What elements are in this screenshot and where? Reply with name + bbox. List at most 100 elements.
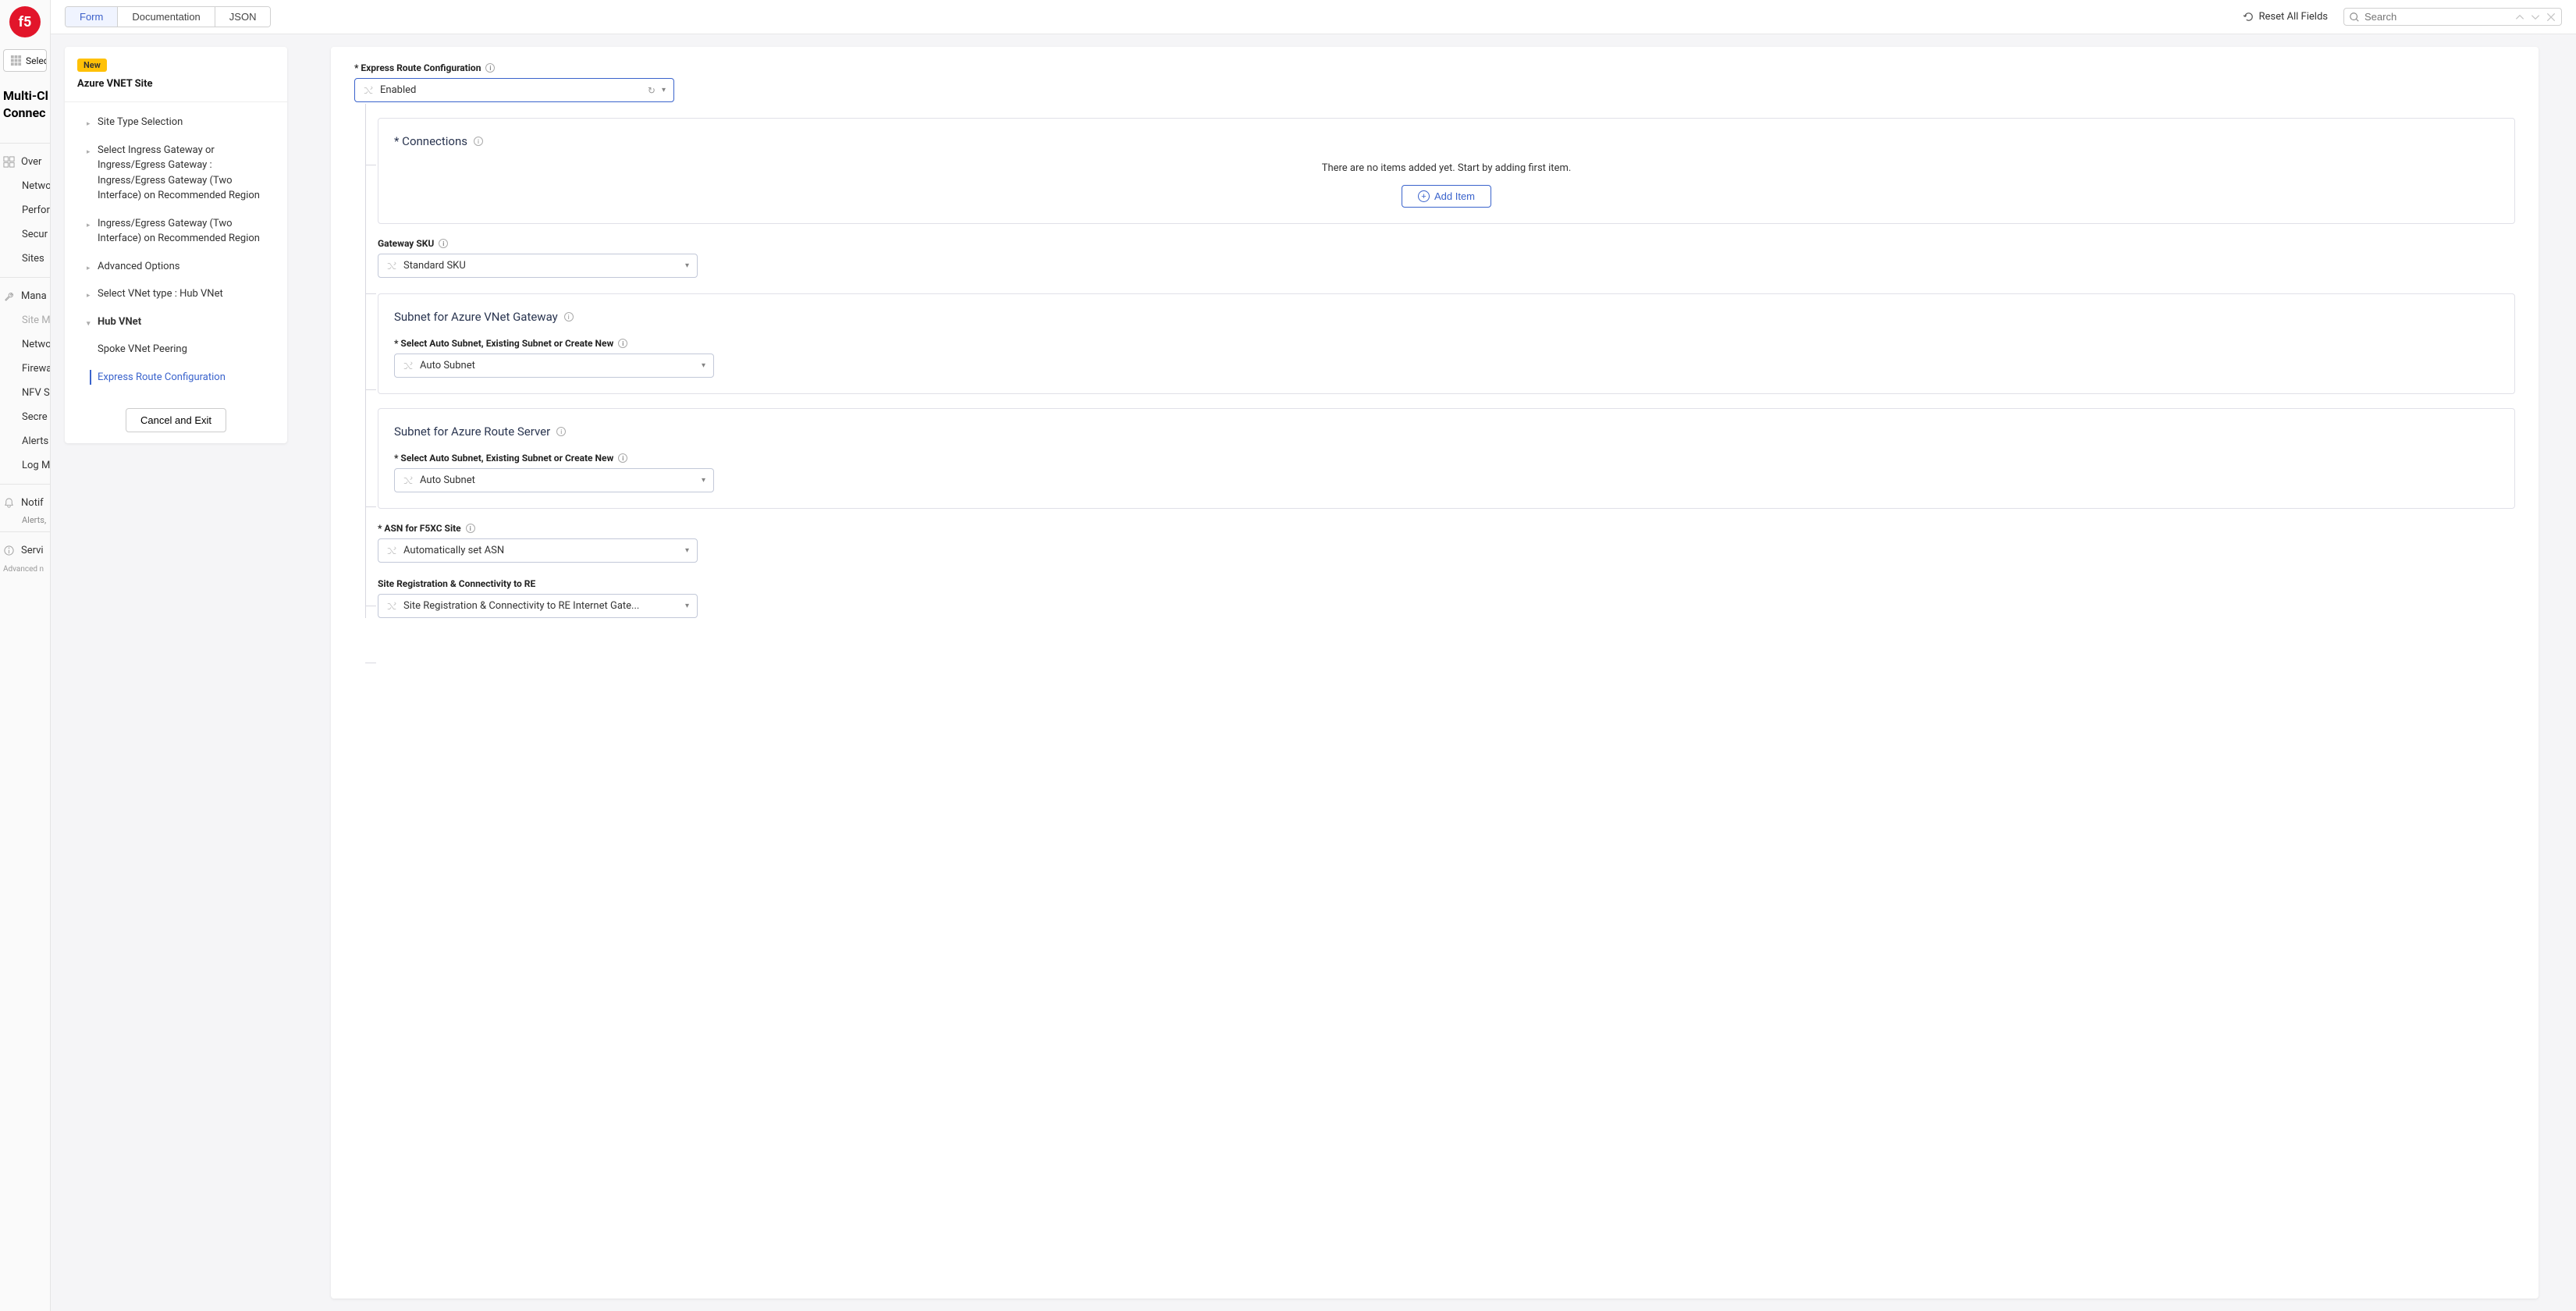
sidebar-item-logm[interactable]: Log M	[0, 453, 50, 478]
grid-icon	[10, 55, 22, 66]
express-route-children: * Connections i There are no items added…	[365, 118, 2515, 618]
sidebar-overview[interactable]: Over	[0, 150, 50, 174]
add-item-label: Add Item	[1434, 190, 1475, 202]
vnet-gateway-panel: Subnet for Azure VNet Gateway i * Select…	[378, 293, 2515, 394]
sidebar-overview-label: Over	[21, 156, 41, 168]
route-server-value: Auto Subnet	[420, 474, 695, 486]
sidebar-notifications[interactable]: Notif	[0, 491, 50, 515]
sidebar-notif-label: Notif	[21, 497, 44, 509]
gateway-sku-select[interactable]: Standard SKU ▾	[378, 254, 698, 278]
nav-item-ingress-select[interactable]: ▸Select Ingress Gateway or Ingress/Egres…	[65, 137, 287, 210]
info-icon[interactable]: i	[466, 524, 475, 533]
asn-field: * ASN for F5XC Site i Automatically set …	[378, 523, 2515, 563]
info-icon[interactable]: i	[474, 137, 483, 146]
sidebar-manage[interactable]: Mana	[0, 284, 50, 308]
nav-item-spoke-peering[interactable]: Spoke VNet Peering	[65, 336, 287, 364]
asn-value: Automatically set ASN	[403, 545, 679, 556]
sidebar-servi-label: Servi	[21, 545, 44, 556]
tab-form[interactable]: Form	[66, 7, 118, 27]
gateway-sku-field: Gateway SKU i Standard SKU ▾	[378, 238, 2515, 278]
chevron-down-icon: ▾	[685, 602, 689, 610]
gateway-sku-label: Gateway SKU i	[378, 238, 2515, 249]
route-server-title: Subnet for Azure Route Server i	[394, 425, 2499, 439]
sidebar-item-alerts[interactable]: Alerts	[0, 429, 50, 453]
sidebar-item-nfv[interactable]: NFV S	[0, 381, 50, 405]
vnet-gateway-select-label: * Select Auto Subnet, Existing Subnet or…	[394, 338, 2499, 349]
form-region: * Express Route Configuration i Enabled …	[331, 47, 2539, 1299]
sidebar-item-networking[interactable]: Netwo	[0, 174, 50, 198]
close-icon[interactable]	[2546, 12, 2556, 23]
express-route-select[interactable]: Enabled ↻ ▾	[354, 78, 674, 102]
brand-logo: f5	[9, 6, 41, 37]
asn-label: * ASN for F5XC Site i	[378, 523, 2515, 534]
cancel-exit-button[interactable]: Cancel and Exit	[126, 408, 226, 432]
nav-item-site-type[interactable]: ▸Site Type Selection	[65, 108, 287, 137]
sidebar-item-sites[interactable]: Sites	[0, 247, 50, 271]
site-reg-field: Site Registration & Connectivity to RE S…	[378, 578, 2515, 618]
wrench-icon	[3, 290, 15, 302]
sidebar-item-sitem[interactable]: Site M	[0, 308, 50, 332]
info-icon	[3, 545, 15, 556]
nav-footer: Cancel and Exit	[65, 397, 287, 443]
nav-item-hub-vnet[interactable]: ▾Hub VNet	[65, 308, 287, 336]
content-area: New Azure VNET Site ▸Site Type Selection…	[51, 34, 2576, 1311]
chevron-down-icon: ▾	[685, 261, 689, 270]
top-toolbar: Form Documentation JSON Reset All Fields	[51, 0, 2576, 34]
search-icon	[2349, 12, 2360, 23]
view-tabs: Form Documentation JSON	[65, 6, 271, 27]
vnet-gateway-select[interactable]: Auto Subnet ▾	[394, 354, 714, 378]
bell-icon	[3, 497, 15, 509]
info-icon[interactable]: i	[618, 453, 627, 463]
shuffle-icon	[403, 475, 414, 486]
route-server-panel: Subnet for Azure Route Server i * Select…	[378, 408, 2515, 509]
app-sidebar: f5 Select Multi-ClConnec Over Netwo Perf…	[0, 0, 51, 1311]
express-route-label: * Express Route Configuration i	[354, 62, 2515, 73]
route-server-select-label: * Select Auto Subnet, Existing Subnet or…	[394, 453, 2499, 464]
info-icon[interactable]: i	[556, 427, 566, 436]
connections-empty-msg: There are no items added yet. Start by a…	[394, 162, 2499, 174]
reset-all-fields[interactable]: Reset All Fields	[2243, 11, 2328, 23]
sidebar-item-firewall[interactable]: Firewa	[0, 357, 50, 381]
connections-title: * Connections i	[394, 134, 2499, 148]
connections-panel: * Connections i There are no items added…	[378, 118, 2515, 224]
sidebar-item-security[interactable]: Secur	[0, 222, 50, 247]
reload-icon[interactable]: ↻	[648, 85, 656, 96]
nav-title: Azure VNET Site	[77, 78, 275, 90]
shuffle-icon	[386, 601, 397, 612]
sidebar-manage-label: Mana	[21, 290, 47, 302]
sidebar-advanced-footer: Advanced n	[0, 563, 50, 576]
search-box[interactable]	[2343, 8, 2562, 26]
nav-item-vnet-type[interactable]: ▸Select VNet type : Hub VNet	[65, 280, 287, 308]
dashboard-icon	[3, 156, 15, 168]
nav-body: ▸Site Type Selection ▸Select Ingress Gat…	[65, 102, 287, 397]
nav-item-ingress-gateway[interactable]: ▸Ingress/Egress Gateway (Two Interface) …	[65, 210, 287, 253]
chevron-down-icon[interactable]	[2530, 12, 2541, 23]
sidebar-services[interactable]: Servi	[0, 538, 50, 563]
tab-json[interactable]: JSON	[215, 7, 271, 27]
chevron-up-icon[interactable]	[2514, 12, 2525, 23]
site-reg-value: Site Registration & Connectivity to RE I…	[403, 600, 679, 612]
info-icon[interactable]: i	[485, 63, 495, 73]
info-icon[interactable]: i	[439, 239, 448, 248]
route-server-select[interactable]: Auto Subnet ▾	[394, 468, 714, 492]
search-input[interactable]	[2365, 11, 2510, 23]
sidebar-notif-sub: Alerts,	[0, 515, 50, 525]
tab-documentation[interactable]: Documentation	[118, 7, 215, 27]
sidebar-item-network2[interactable]: Netwo	[0, 332, 50, 357]
asn-select[interactable]: Automatically set ASN ▾	[378, 538, 698, 563]
service-selector[interactable]: Select	[3, 49, 47, 72]
sidebar-item-performance[interactable]: Perfor	[0, 198, 50, 222]
chevron-down-icon: ▾	[662, 86, 666, 94]
chevron-down-icon: ▾	[685, 546, 689, 555]
nav-item-express-route[interactable]: Express Route Configuration	[65, 364, 287, 392]
info-icon[interactable]: i	[564, 312, 574, 322]
vnet-gateway-value: Auto Subnet	[420, 360, 695, 371]
shuffle-icon	[403, 361, 414, 371]
chevron-down-icon: ▾	[702, 476, 705, 485]
nav-item-advanced[interactable]: ▸Advanced Options	[65, 253, 287, 281]
sidebar-item-secrets[interactable]: Secre	[0, 405, 50, 429]
site-reg-select[interactable]: Site Registration & Connectivity to RE I…	[378, 594, 698, 618]
express-route-value: Enabled	[380, 84, 641, 96]
add-item-button[interactable]: + Add Item	[1402, 185, 1491, 208]
info-icon[interactable]: i	[618, 339, 627, 348]
